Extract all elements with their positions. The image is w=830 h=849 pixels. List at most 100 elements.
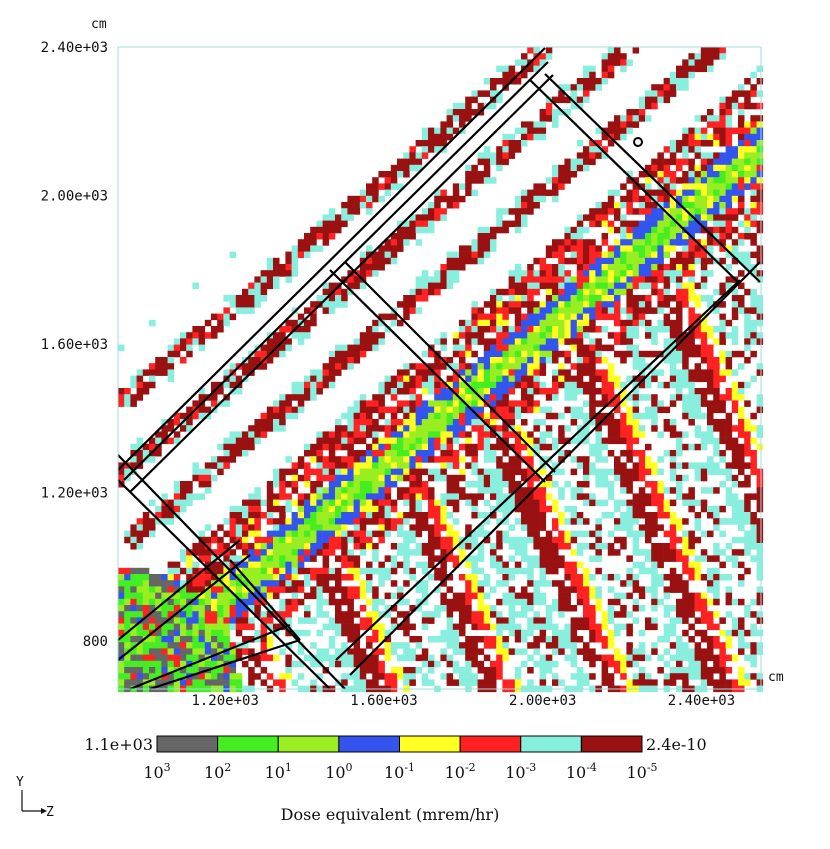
heatmap-cell: [527, 121, 534, 128]
heatmap-cell: [744, 536, 751, 544]
heatmap-cell: [607, 53, 615, 60]
heatmap-cell: [744, 208, 751, 215]
heatmap-cell: [601, 357, 609, 364]
heatmap-cell: [756, 90, 764, 97]
heatmap-cell: [490, 605, 497, 612]
heatmap-cell: [266, 592, 274, 600]
heatmap-cell: [533, 127, 540, 135]
heatmap-cell: [266, 536, 274, 544]
heatmap-cell: [366, 400, 373, 407]
heatmap-cell: [118, 586, 125, 593]
heatmap-cell: [223, 611, 230, 618]
heatmap-cell: [638, 115, 646, 122]
heatmap-cell: [310, 555, 317, 562]
heatmap-cell: [682, 518, 689, 525]
heatmap-cell: [707, 332, 714, 339]
heatmap-cell: [750, 270, 757, 277]
heatmap-cell: [725, 598, 733, 606]
heatmap-cell: [341, 592, 348, 600]
heatmap-cell: [545, 474, 553, 482]
heatmap-cell: [645, 412, 652, 420]
heatmap-cell: [527, 524, 534, 531]
heatmap-cell: [638, 202, 646, 209]
heatmap-cell: [626, 629, 633, 637]
heatmap-cell: [477, 555, 485, 562]
heatmap-cell: [514, 648, 522, 655]
heatmap-cell: [459, 598, 466, 606]
heatmap-cell: [452, 276, 460, 283]
heatmap-cell: [750, 121, 757, 128]
heatmap-cell: [576, 586, 584, 593]
heatmap-cell: [502, 381, 509, 389]
heatmap-cell: [669, 369, 677, 376]
heatmap-cell: [465, 524, 472, 531]
heatmap-cell: [440, 456, 447, 463]
heatmap-cell: [756, 598, 764, 606]
heatmap-cell: [595, 357, 602, 364]
heatmap-cell: [217, 524, 224, 531]
heatmap-cell: [514, 270, 522, 277]
heatmap-cell: [403, 443, 410, 451]
heatmap-cell: [527, 195, 534, 203]
heatmap-cell: [564, 276, 571, 283]
heatmap-cell: [273, 425, 280, 432]
heatmap-cell: [465, 257, 472, 265]
heatmap-cell: [669, 419, 677, 426]
heatmap-cell: [167, 369, 175, 376]
heatmap-cell: [688, 220, 695, 228]
heatmap-cell: [446, 623, 454, 631]
heatmap-cell: [576, 270, 584, 277]
heatmap-cell: [161, 648, 168, 655]
heatmap-cell: [403, 468, 410, 476]
heatmap-cell: [583, 350, 590, 358]
heatmap-cell: [645, 468, 652, 476]
heatmap-cell: [744, 220, 751, 228]
heatmap-cell: [421, 468, 429, 476]
heatmap-cell: [452, 257, 460, 265]
heatmap-cell: [409, 412, 416, 420]
heatmap-cell: [390, 388, 398, 395]
heatmap-cell: [707, 567, 714, 575]
heatmap-cell: [601, 301, 609, 308]
heatmap-cell: [502, 512, 509, 519]
heatmap-cell: [390, 617, 398, 624]
heatmap-cell: [521, 431, 528, 438]
heatmap-cell: [614, 115, 621, 122]
heatmap-cell: [335, 443, 342, 451]
heatmap-cell: [273, 518, 280, 525]
heatmap-cell: [545, 264, 553, 271]
heatmap-cell: [409, 288, 416, 296]
heatmap-cell: [576, 381, 584, 389]
heatmap-cell: [180, 481, 187, 488]
heatmap-cell: [496, 375, 503, 383]
heatmap-cell: [483, 580, 491, 587]
heatmap-cell: [632, 220, 640, 228]
heatmap-cell: [477, 543, 485, 550]
heatmap-cell: [719, 164, 726, 172]
heatmap-cell: [223, 561, 230, 569]
heatmap-cell: [490, 152, 497, 159]
heatmap-cell: [149, 592, 156, 600]
heatmap-cell: [595, 443, 602, 451]
heatmap-cell: [694, 518, 702, 525]
heatmap-cell: [266, 567, 274, 575]
heatmap-cell: [409, 567, 416, 575]
heatmap-cell: [707, 406, 714, 414]
heatmap-cell: [601, 251, 609, 259]
heatmap-cell: [620, 605, 627, 612]
heatmap-cell: [335, 629, 342, 637]
heatmap-cell: [248, 561, 255, 569]
heatmap-cell: [750, 350, 757, 358]
heatmap-cell: [645, 567, 652, 575]
heatmap-cell: [285, 629, 292, 637]
heatmap-cell: [142, 443, 150, 451]
heatmap-cell: [502, 307, 509, 314]
heatmap-cell: [285, 344, 292, 352]
heatmap-cell: [744, 183, 751, 190]
heatmap-cell: [434, 388, 441, 395]
heatmap-cell: [242, 443, 249, 451]
heatmap-cell: [626, 288, 633, 296]
heatmap-cell: [626, 406, 633, 414]
heatmap-cell: [440, 208, 447, 215]
heatmap-cell: [384, 474, 392, 482]
